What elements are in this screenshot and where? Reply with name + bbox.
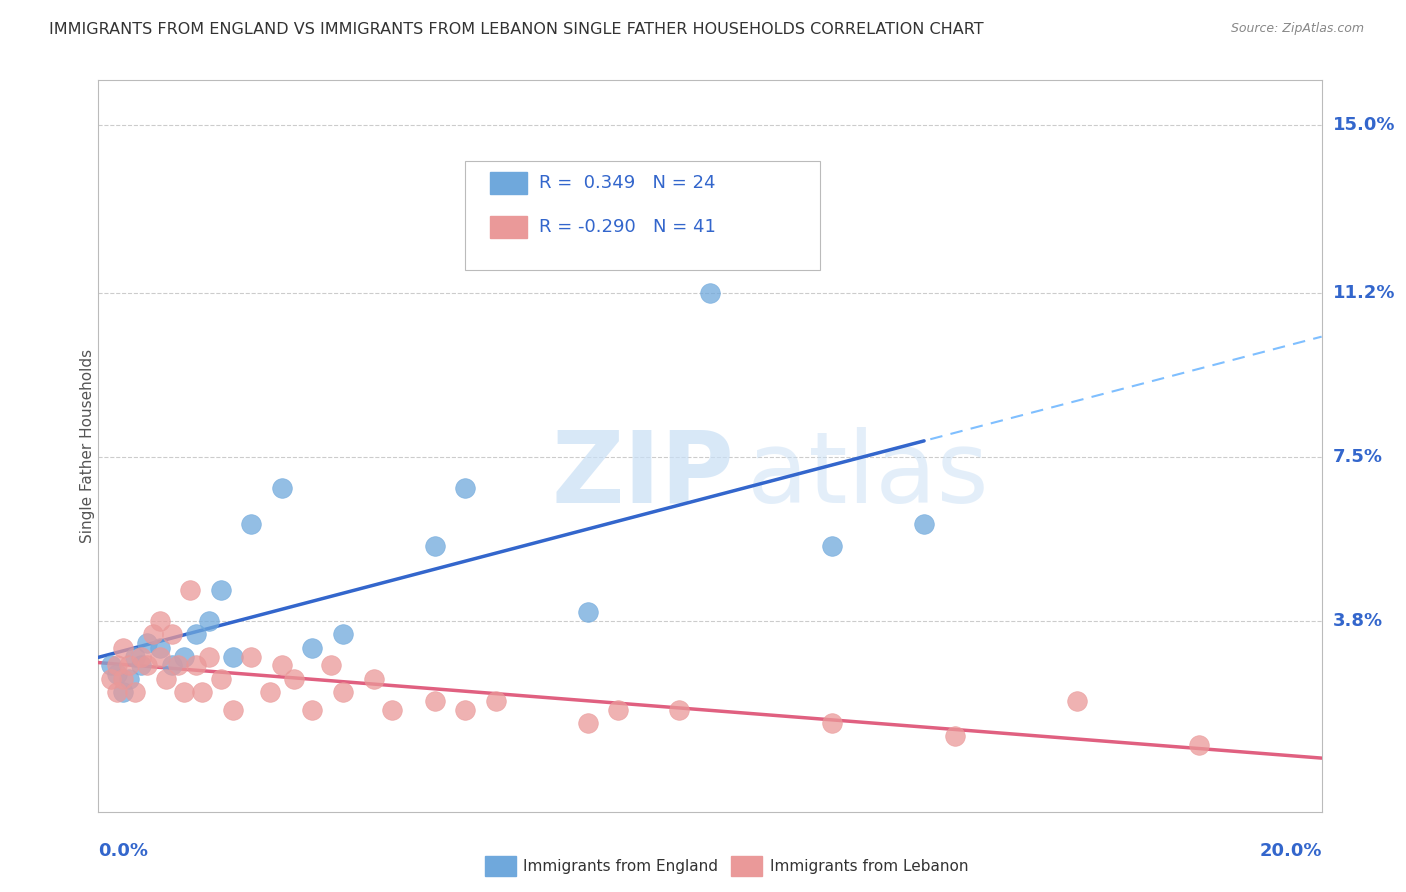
Point bbox=[124, 649, 146, 664]
Text: ZIP: ZIP bbox=[551, 426, 734, 524]
Point bbox=[576, 605, 599, 619]
Point bbox=[142, 627, 165, 641]
Point bbox=[105, 685, 128, 699]
Point bbox=[668, 703, 690, 717]
Point bbox=[1188, 738, 1211, 752]
Point bbox=[111, 685, 134, 699]
FancyBboxPatch shape bbox=[489, 216, 526, 237]
Point bbox=[423, 694, 446, 708]
Point bbox=[149, 649, 172, 664]
Point bbox=[197, 649, 219, 664]
Text: 3.8%: 3.8% bbox=[1333, 612, 1384, 630]
Point bbox=[301, 640, 323, 655]
Point bbox=[100, 658, 122, 673]
Point bbox=[105, 667, 128, 681]
Point bbox=[160, 627, 183, 641]
Point bbox=[186, 627, 208, 641]
Point bbox=[259, 685, 281, 699]
Point bbox=[454, 481, 477, 495]
Point bbox=[319, 658, 342, 673]
Text: Immigrants from England: Immigrants from England bbox=[523, 859, 718, 873]
Point bbox=[209, 583, 232, 598]
Point bbox=[270, 658, 292, 673]
Point bbox=[423, 539, 446, 553]
Point bbox=[240, 649, 263, 664]
Point bbox=[149, 614, 172, 628]
Point bbox=[332, 685, 354, 699]
Point bbox=[160, 658, 183, 673]
Text: IMMIGRANTS FROM ENGLAND VS IMMIGRANTS FROM LEBANON SINGLE FATHER HOUSEHOLDS CORR: IMMIGRANTS FROM ENGLAND VS IMMIGRANTS FR… bbox=[49, 22, 984, 37]
Point bbox=[381, 703, 404, 717]
Point bbox=[173, 649, 195, 664]
Point bbox=[576, 716, 599, 731]
Point bbox=[332, 627, 354, 641]
Point bbox=[136, 658, 159, 673]
Text: Immigrants from Lebanon: Immigrants from Lebanon bbox=[770, 859, 969, 873]
Point bbox=[943, 730, 966, 744]
Point bbox=[136, 636, 159, 650]
Point bbox=[912, 516, 935, 531]
Point bbox=[124, 685, 146, 699]
Point bbox=[454, 703, 477, 717]
Point bbox=[1066, 694, 1088, 708]
Point bbox=[197, 614, 219, 628]
Point bbox=[209, 672, 232, 686]
Text: R = -0.290   N = 41: R = -0.290 N = 41 bbox=[538, 218, 716, 235]
Point bbox=[100, 672, 122, 686]
Point bbox=[301, 703, 323, 717]
Point bbox=[118, 658, 141, 673]
Point bbox=[173, 685, 195, 699]
Point bbox=[191, 685, 214, 699]
Point bbox=[607, 703, 630, 717]
Text: 15.0%: 15.0% bbox=[1333, 116, 1395, 134]
Point bbox=[270, 481, 292, 495]
FancyBboxPatch shape bbox=[489, 171, 526, 194]
Point bbox=[129, 649, 152, 664]
Text: Source: ZipAtlas.com: Source: ZipAtlas.com bbox=[1230, 22, 1364, 36]
Point bbox=[240, 516, 263, 531]
Text: 7.5%: 7.5% bbox=[1333, 448, 1382, 467]
Point bbox=[118, 672, 141, 686]
Point bbox=[485, 694, 508, 708]
Point bbox=[149, 640, 172, 655]
Text: 0.0%: 0.0% bbox=[98, 842, 149, 860]
Point bbox=[186, 658, 208, 673]
Y-axis label: Single Father Households: Single Father Households bbox=[80, 349, 94, 543]
Text: R =  0.349   N = 24: R = 0.349 N = 24 bbox=[538, 174, 716, 192]
Point bbox=[111, 640, 134, 655]
Point bbox=[105, 658, 128, 673]
Text: 11.2%: 11.2% bbox=[1333, 284, 1395, 302]
Point bbox=[821, 716, 844, 731]
Point bbox=[155, 672, 177, 686]
Point bbox=[283, 672, 305, 686]
Text: atlas: atlas bbox=[747, 426, 988, 524]
Point bbox=[222, 649, 245, 664]
Point bbox=[699, 286, 721, 301]
Point bbox=[129, 658, 152, 673]
Text: 20.0%: 20.0% bbox=[1260, 842, 1322, 860]
Point bbox=[111, 672, 134, 686]
Point bbox=[363, 672, 385, 686]
Point bbox=[821, 539, 844, 553]
Point bbox=[222, 703, 245, 717]
Point bbox=[167, 658, 190, 673]
FancyBboxPatch shape bbox=[465, 161, 820, 270]
Point bbox=[179, 583, 201, 598]
